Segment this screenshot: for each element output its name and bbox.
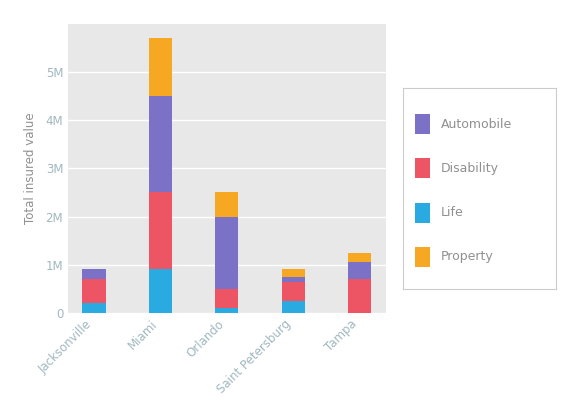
Bar (415, 158, 430, 178)
Bar (82, 303, 105, 313)
Text: Disability: Disability (441, 162, 499, 175)
Bar (149, 96, 172, 192)
Text: Automobile: Automobile (441, 118, 512, 131)
Bar (149, 269, 172, 313)
Bar (282, 282, 305, 301)
Bar (348, 262, 371, 279)
Bar (415, 114, 430, 134)
Bar (282, 269, 305, 277)
Bar (215, 217, 238, 289)
Bar (215, 289, 238, 308)
Bar (348, 253, 371, 262)
Bar (82, 269, 105, 279)
Bar (348, 279, 371, 313)
Bar (282, 277, 305, 282)
Bar (415, 203, 430, 223)
Bar (149, 192, 172, 269)
Bar (82, 279, 105, 303)
Text: Life: Life (441, 206, 464, 219)
Y-axis label: Total insured value: Total insured value (24, 113, 37, 224)
Bar (282, 301, 305, 313)
Bar (149, 38, 172, 96)
Bar (215, 308, 238, 313)
Bar (415, 247, 430, 267)
Text: Property: Property (441, 250, 494, 263)
Bar (215, 192, 238, 217)
